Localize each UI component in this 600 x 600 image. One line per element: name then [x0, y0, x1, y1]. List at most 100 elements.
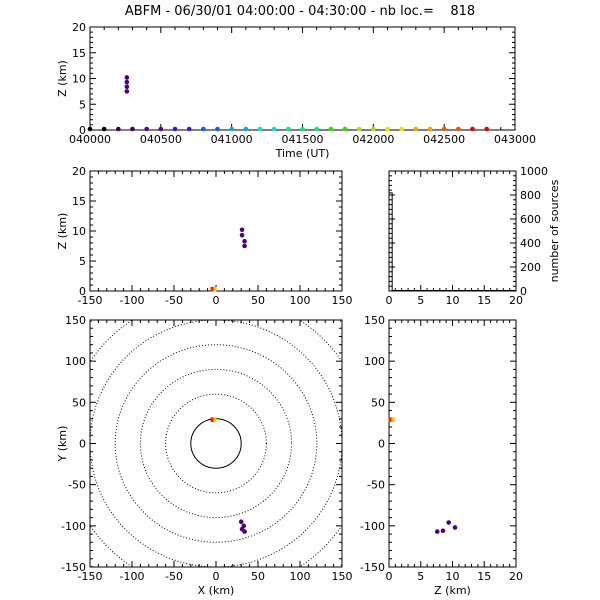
time-marker	[342, 126, 348, 132]
time-marker	[201, 126, 206, 132]
plot-frame	[388, 319, 517, 568]
x-tick-label: 10	[446, 570, 460, 583]
time-marker	[186, 126, 192, 132]
time-marker	[427, 126, 433, 132]
origin-marker	[210, 417, 214, 422]
panel-xz: -150 -100 -50 0 50 100 150 0 5 10 15 20 Z (km)	[56, 165, 353, 307]
y-tick-label: -50	[367, 479, 385, 492]
origin-marker-half	[213, 286, 217, 292]
origin-marker-half	[391, 417, 395, 422]
origin-marker	[210, 286, 214, 292]
y-tick-label: 600	[520, 213, 541, 226]
y-axis-label: Y (km)	[56, 426, 69, 463]
x-tick-label: 0	[386, 294, 393, 307]
plot-frame	[89, 170, 343, 292]
source-point	[242, 243, 247, 249]
time-marker	[399, 126, 404, 132]
time-marker	[314, 126, 319, 132]
time-marker	[215, 126, 220, 132]
x-axis-label: Time (UT)	[275, 147, 330, 160]
x-tick-label: 042000	[352, 133, 394, 146]
range-ring	[90, 320, 342, 567]
y-tick-label: 10	[72, 225, 86, 238]
y-tick-label: -150	[61, 561, 86, 574]
source-point	[446, 520, 451, 525]
source-point	[238, 519, 244, 525]
y-tick-label: 20	[72, 21, 86, 34]
origin-marker	[388, 417, 392, 422]
x-tick-label: 15	[477, 570, 491, 583]
y-tick-label: 5	[79, 98, 86, 111]
x-axis-label: X (km)	[198, 584, 235, 597]
x-tick-label: 100	[290, 294, 311, 307]
time-marker	[144, 126, 149, 132]
source-point	[434, 529, 440, 534]
x-tick-label: 50	[251, 570, 265, 583]
x-tick-label: 10	[446, 294, 460, 307]
x-tick-label: -150	[78, 570, 103, 583]
source-point	[239, 227, 245, 233]
time-marker	[271, 126, 277, 132]
y-tick-label: -50	[68, 479, 86, 492]
time-marker	[243, 126, 249, 132]
y-tick-label: 0	[79, 438, 86, 451]
y-tick-label: 150	[364, 314, 385, 327]
source-point	[241, 523, 247, 529]
y-tick-label: 400	[520, 237, 541, 250]
time-marker	[116, 126, 121, 132]
x-tick-label: 040000	[69, 133, 111, 146]
x-tick-label: -50	[165, 294, 183, 307]
range-ring	[90, 320, 342, 567]
x-tick-label: 50	[251, 294, 265, 307]
x-tick-label: 043000	[494, 133, 536, 146]
x-tick-label: 0	[213, 294, 220, 307]
time-marker	[101, 126, 107, 132]
range-ring	[190, 418, 242, 469]
x-tick-label: 15	[477, 294, 491, 307]
plot-frame	[388, 170, 517, 292]
y-axis-label: Z (km)	[56, 60, 69, 97]
y-tick-label: 200	[520, 261, 541, 274]
time-marker	[356, 126, 362, 132]
x-tick-label: 20	[509, 570, 523, 583]
origin-marker-half	[213, 417, 217, 422]
x-tick-label: -100	[120, 294, 145, 307]
x-tick-label: 5	[417, 570, 424, 583]
y-tick-label: 100	[364, 355, 385, 368]
x-tick-label: 5	[417, 294, 424, 307]
y-tick-label: 50	[371, 396, 385, 409]
y-tick-label: 5	[79, 255, 86, 268]
y-tick-label: 50	[72, 396, 86, 409]
panel-zy: 0 5 10 15 20 -150 -100 -50 0 50 100 150 Z (km)	[360, 314, 523, 597]
panel-xy: -150 -100 -50 0 50 100 150 -150 -100 -50 0 50 100 150…	[56, 314, 353, 597]
y-tick-label: 20	[72, 165, 86, 178]
histogram-bars	[388, 192, 517, 292]
time-marker	[229, 126, 234, 132]
source-point	[124, 84, 130, 90]
y-tick-label: 0	[520, 285, 527, 298]
time-marker	[413, 126, 419, 132]
y-tick-label: 1000	[520, 165, 548, 178]
time-marker	[286, 126, 291, 132]
time-marker	[257, 126, 263, 132]
panel-time-height: 040000 040500 041000 041500 042000 042500 0430…	[56, 21, 536, 160]
time-marker	[385, 126, 390, 132]
range-ring	[165, 393, 267, 494]
x-tick-label: 042500	[423, 133, 465, 146]
source-point	[440, 528, 446, 534]
y-tick-label: -100	[61, 520, 86, 533]
plot-frame	[89, 319, 343, 568]
y-tick-label: 15	[72, 195, 86, 208]
y-tick-label: 10	[72, 73, 86, 86]
x-tick-label: 150	[332, 294, 353, 307]
source-point	[242, 238, 247, 244]
time-marker	[470, 126, 475, 132]
x-tick-label: 040500	[140, 133, 182, 146]
y-tick-label: -150	[360, 561, 385, 574]
x-tick-label: 150	[332, 570, 353, 583]
x-tick-label: 0	[386, 570, 393, 583]
range-ring	[114, 344, 318, 543]
range-ring	[139, 368, 293, 519]
